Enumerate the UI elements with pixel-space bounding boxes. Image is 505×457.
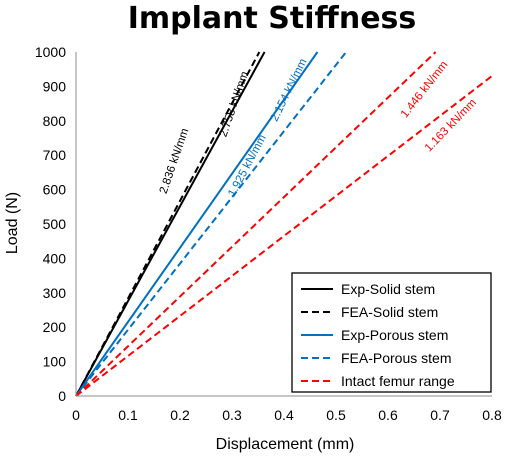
x-tick-label: 0.5 (326, 407, 346, 423)
legend: Exp-Solid stem FEA-Solid stem Exp-Porous s… (291, 272, 492, 393)
legend-label: Exp-Solid stem (341, 281, 435, 297)
x-tick-label: 0.7 (430, 407, 450, 423)
y-tick-label: 600 (43, 182, 67, 198)
y-tick-label: 300 (43, 285, 67, 301)
legend-label: Intact femur range (341, 373, 455, 389)
y-tick-label: 400 (43, 250, 67, 266)
series-line-4 (75, 51, 347, 397)
y-tick-label: 100 (43, 354, 67, 370)
slope-label: 1.446 kN/mm (399, 59, 451, 120)
slope-label: 2.154 kN/mm (269, 57, 310, 124)
slope-label: 1.925 kN/mm (226, 133, 269, 199)
y-tick-label: 200 (43, 319, 67, 335)
x-tick-label: 0.3 (222, 407, 242, 423)
y-tick-label: 0 (58, 388, 66, 404)
x-tick-label: 0.8 (482, 407, 502, 423)
series-group (75, 51, 493, 397)
y-tick-label: 900 (43, 78, 67, 94)
series-line-1 (75, 51, 266, 397)
legend-box (291, 272, 492, 393)
y-tick-labels: 0 100 200 300 400 500 600 700 800 900 1000 (35, 44, 66, 404)
series-line-2 (75, 51, 261, 397)
y-tick-label: 700 (43, 147, 67, 163)
legend-label: FEA-Porous stem (341, 350, 451, 366)
series-line-5 (75, 51, 437, 397)
x-tick-label: 0.2 (170, 407, 190, 423)
legend-label: FEA-Solid stem (341, 304, 438, 320)
x-tick-label: 0.1 (118, 407, 138, 423)
x-tick-labels: 0 0.1 0.2 0.3 0.4 0.5 0.6 0.7 0.8 (72, 407, 502, 423)
slope-label: 1.163 kN/mm (423, 97, 479, 155)
y-tick-label: 800 (43, 113, 67, 129)
slope-label: 2.758 kN/mm (218, 70, 252, 139)
x-tick-label: 0.6 (378, 407, 398, 423)
y-tick-label: 500 (43, 216, 67, 232)
x-axis-title: Displacement (mm) (216, 436, 355, 453)
y-tick-label: 1000 (35, 44, 66, 60)
x-tick-label: 0.4 (274, 407, 294, 423)
slope-label: 2.836 kN/mm (158, 127, 192, 196)
x-tick-label: 0 (72, 407, 80, 423)
series-line-3 (75, 51, 319, 397)
y-axis-title: Load (N) (4, 192, 21, 254)
legend-label: Exp-Porous stem (341, 327, 448, 343)
chart-title: Implant Stiffness (128, 1, 417, 36)
slope-annotations: 2.836 kN/mm 2.758 kN/mm 2.154 kN/mm1.925 k… (158, 57, 479, 199)
